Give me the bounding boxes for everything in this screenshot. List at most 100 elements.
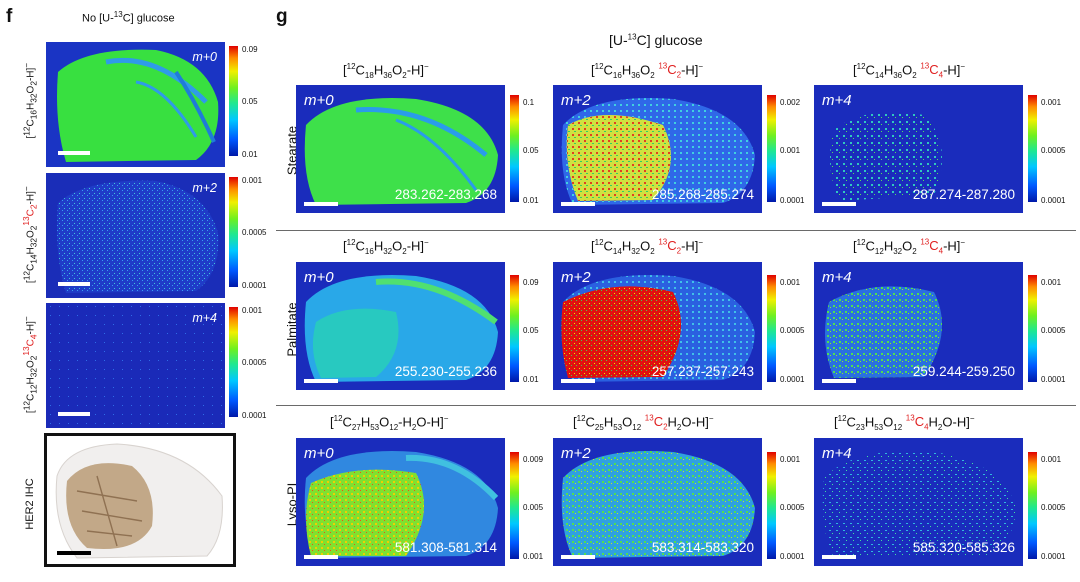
palmitate-m0-image: m+0 255.230-255.236	[296, 262, 505, 390]
cb-tick: 0.01	[242, 150, 258, 159]
panel-f-colorbar-1	[229, 46, 238, 156]
mz-palmitate-m2: 257.237-257.243	[651, 364, 754, 379]
stearate-m4-image: m+4 287.274-287.280	[814, 85, 1023, 213]
panel-f-iso-m0: m+0	[192, 50, 217, 64]
cb-tick: 0.001	[523, 552, 544, 561]
cb-tick: 0.001	[242, 306, 263, 315]
cb-tick: 0.09	[523, 278, 539, 287]
panel-g-title: [U-13C] glucose	[609, 32, 703, 48]
panel-f-row2-ylabel: [12C14H32O213C2-H]−	[21, 186, 39, 284]
colorbar-stearate-m4	[1028, 95, 1037, 202]
scalebar	[561, 379, 595, 383]
panel-f-scalebar-1	[58, 151, 90, 155]
cb-tick: 0.005	[523, 503, 544, 512]
iso-lysopi-m4: m+4	[822, 445, 852, 462]
scalebar	[304, 555, 338, 559]
cb-tick: 0.05	[242, 97, 258, 106]
panel-f-row3-ylabel: [12C12H32O213C4-H]−	[21, 316, 39, 414]
cb-tick: 0.001	[780, 146, 801, 155]
panel-f-ihc-image	[44, 433, 236, 567]
cb-tick: 0.0001	[780, 552, 805, 561]
panel-f-ihc-label: HER2 IHC	[24, 478, 36, 530]
mz-stearate-m0: 283.262-283.268	[394, 187, 497, 202]
cb-tick: 0.05	[523, 146, 539, 155]
cb-tick: 0.05	[523, 326, 539, 335]
formula-stearate-m4: [12C14H36O2 13C4-H]−	[853, 62, 966, 80]
formula-lysopi-m4: [12C23H53O12 13C4H2O-H]−	[834, 414, 975, 432]
cb-tick: 0.0005	[242, 358, 267, 367]
cb-tick: 0.0001	[1041, 552, 1066, 561]
cb-tick: 0.002	[780, 98, 801, 107]
scalebar	[561, 555, 595, 559]
iso-lysopi-m2: m+2	[561, 445, 591, 462]
palmitate-m4-image: m+4 259.244-259.250	[814, 262, 1023, 390]
panel-f-image-m4: m+4	[46, 303, 225, 428]
lysopi-m2-image: m+2 583.314-583.320	[553, 438, 762, 566]
panel-f-row1-ylabel: [12C16H32O2-H]−	[21, 62, 39, 139]
iso-palmitate-m2: m+2	[561, 269, 591, 286]
cb-tick: 0.0005	[1041, 326, 1066, 335]
iso-palmitate-m4: m+4	[822, 269, 852, 286]
formula-lysopi-m2: [12C25H53O12 13C2H2O-H]−	[573, 414, 714, 432]
iso-stearate-m0: m+0	[304, 92, 334, 109]
colorbar-lysopi-m4	[1028, 452, 1037, 559]
cb-tick: 0.001	[1041, 278, 1062, 287]
colorbar-palmitate-m2	[767, 275, 776, 382]
scalebar	[304, 202, 338, 206]
cb-tick: 0.01	[523, 375, 539, 384]
cb-tick: 0.001	[780, 455, 801, 464]
colorbar-palmitate-m4	[1028, 275, 1037, 382]
iso-palmitate-m0: m+0	[304, 269, 334, 286]
lysopi-m4-image: m+4 585.320-585.326	[814, 438, 1023, 566]
panel-f-image-m0: m+0	[46, 42, 225, 167]
panel-f-iso-m4: m+4	[192, 311, 217, 325]
cb-tick: 0.0001	[242, 411, 267, 420]
cb-tick: 0.001	[1041, 455, 1062, 464]
iso-stearate-m4: m+4	[822, 92, 852, 109]
cb-tick: 0.0001	[780, 196, 805, 205]
panel-f-title: No [U-13C] glucose	[82, 10, 175, 25]
panel-f-image-m2: m+2	[46, 173, 225, 298]
cb-tick: 0.001	[780, 278, 801, 287]
formula-palmitate-m2: [12C14H32O2 13C2-H]−	[591, 238, 704, 256]
cb-tick: 0.0005	[1041, 503, 1066, 512]
scalebar	[822, 555, 856, 559]
formula-stearate-m0: [12C18H36O2-H]−	[343, 62, 429, 80]
mz-lysopi-m4: 585.320-585.326	[912, 540, 1015, 555]
stearate-m0-image: m+0 283.262-283.268	[296, 85, 505, 213]
colorbar-lysopi-m2	[767, 452, 776, 559]
panel-f-ihc-scalebar	[57, 551, 91, 555]
cb-tick: 0.0005	[242, 228, 267, 237]
mz-lysopi-m2: 583.314-583.320	[651, 540, 754, 555]
cb-tick: 0.01	[523, 196, 539, 205]
formula-lysopi-m0: [12C27H53O12-H2O-H]−	[330, 414, 449, 432]
cb-tick: 0.0001	[780, 375, 805, 384]
colorbar-palmitate-m0	[510, 275, 519, 382]
mz-stearate-m4: 287.274-287.280	[912, 187, 1015, 202]
panel-f-colorbar-3	[229, 307, 238, 417]
stearate-m2-image: m+2 285.268-285.274	[553, 85, 762, 213]
lysopi-m0-image: m+0 581.308-581.314	[296, 438, 505, 566]
panel-f-scalebar-3	[58, 412, 90, 416]
mz-palmitate-m4: 259.244-259.250	[912, 364, 1015, 379]
scalebar	[822, 379, 856, 383]
cb-tick: 0.0001	[1041, 375, 1066, 384]
cb-tick: 0.0005	[1041, 146, 1066, 155]
panel-f-scalebar-2	[58, 282, 90, 286]
mz-lysopi-m0: 581.308-581.314	[394, 540, 497, 555]
cb-tick: 0.0001	[242, 281, 267, 290]
palmitate-m2-image: m+2 257.237-257.243	[553, 262, 762, 390]
colorbar-stearate-m2	[767, 95, 776, 202]
row-divider-1	[276, 230, 1076, 231]
formula-palmitate-m4: [12C12H32O2 13C4-H]−	[853, 238, 966, 256]
colorbar-stearate-m0	[510, 95, 519, 202]
colorbar-lysopi-m0	[510, 452, 519, 559]
cb-tick: 0.0005	[780, 326, 805, 335]
formula-stearate-m2: [12C16H36O2 13C2-H]−	[591, 62, 704, 80]
cb-tick: 0.1	[523, 98, 535, 107]
iso-stearate-m2: m+2	[561, 92, 591, 109]
panel-f-label: f	[6, 6, 13, 27]
cb-tick: 0.09	[242, 45, 258, 54]
cb-tick: 0.009	[523, 455, 544, 464]
scalebar	[822, 202, 856, 206]
